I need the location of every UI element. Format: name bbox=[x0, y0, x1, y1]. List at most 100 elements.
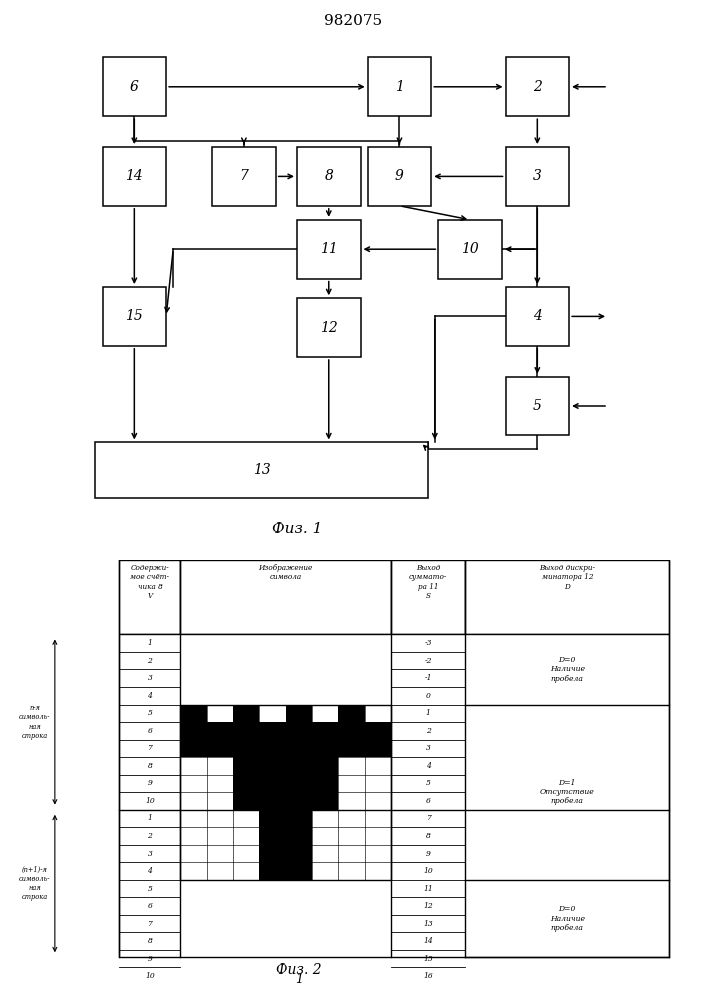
Text: 8: 8 bbox=[325, 169, 333, 183]
Bar bbox=[180, 740, 206, 757]
Bar bbox=[103, 287, 166, 346]
Bar bbox=[103, 147, 166, 206]
Text: 4: 4 bbox=[533, 309, 542, 323]
Text: 8: 8 bbox=[426, 832, 431, 840]
Bar bbox=[286, 757, 312, 775]
Text: 1: 1 bbox=[148, 814, 152, 822]
Bar bbox=[506, 287, 569, 346]
Text: 16: 16 bbox=[423, 972, 433, 980]
Bar bbox=[95, 442, 428, 498]
Text: 12: 12 bbox=[320, 321, 338, 335]
Text: (n+1)-я
символь-
ная
строка: (n+1)-я символь- ная строка bbox=[19, 866, 50, 901]
Bar bbox=[259, 810, 286, 827]
Text: 13: 13 bbox=[252, 463, 271, 477]
Bar bbox=[103, 57, 166, 116]
Text: 6: 6 bbox=[148, 902, 152, 910]
Bar bbox=[465, 560, 669, 634]
Bar bbox=[119, 634, 669, 957]
Text: 7: 7 bbox=[148, 744, 152, 752]
Text: Выход дискри-
минатора 12
D: Выход дискри- минатора 12 D bbox=[539, 564, 595, 591]
Bar bbox=[286, 705, 312, 722]
Bar bbox=[233, 775, 259, 792]
Bar bbox=[438, 220, 502, 279]
Bar bbox=[297, 298, 361, 357]
Text: 4: 4 bbox=[148, 692, 152, 700]
Bar bbox=[312, 757, 338, 775]
Text: Физ. 2: Физ. 2 bbox=[276, 963, 322, 977]
Text: 2: 2 bbox=[533, 80, 542, 94]
Text: 10: 10 bbox=[145, 797, 155, 805]
Bar bbox=[259, 862, 286, 880]
Bar bbox=[391, 560, 465, 634]
Text: Содержи-
мое счёт-
чика 8
V: Содержи- мое счёт- чика 8 V bbox=[130, 564, 170, 600]
Text: D=0
Наличие
пробела: D=0 Наличие пробела bbox=[550, 656, 585, 683]
Text: 5: 5 bbox=[148, 709, 152, 717]
Bar bbox=[312, 792, 338, 810]
Bar bbox=[286, 775, 312, 792]
Bar bbox=[259, 792, 286, 810]
Text: 10: 10 bbox=[423, 867, 433, 875]
Text: 3: 3 bbox=[148, 850, 152, 858]
Text: Физ. 1: Физ. 1 bbox=[271, 522, 322, 536]
Text: 6: 6 bbox=[130, 80, 139, 94]
Bar bbox=[506, 147, 569, 206]
Text: 6: 6 bbox=[148, 727, 152, 735]
Bar bbox=[365, 740, 391, 757]
Text: 3: 3 bbox=[533, 169, 542, 183]
Bar bbox=[338, 740, 365, 757]
Bar bbox=[365, 722, 391, 740]
Text: 11: 11 bbox=[320, 242, 338, 256]
Bar bbox=[212, 147, 276, 206]
Text: -3: -3 bbox=[424, 639, 432, 647]
Bar bbox=[119, 560, 180, 634]
Bar bbox=[259, 722, 286, 740]
Text: 0: 0 bbox=[426, 692, 431, 700]
Bar bbox=[312, 722, 338, 740]
Text: 11: 11 bbox=[423, 885, 433, 893]
Text: 10: 10 bbox=[145, 972, 155, 980]
Text: 9: 9 bbox=[148, 779, 152, 787]
Text: D=0
Наличие
пробела: D=0 Наличие пробела bbox=[550, 905, 585, 932]
Bar bbox=[233, 757, 259, 775]
Text: 6: 6 bbox=[426, 797, 431, 805]
Text: 2: 2 bbox=[148, 832, 152, 840]
Bar bbox=[233, 722, 259, 740]
Bar bbox=[180, 722, 206, 740]
Bar bbox=[180, 560, 391, 634]
Bar bbox=[506, 377, 569, 435]
Bar bbox=[180, 705, 206, 722]
Text: 1: 1 bbox=[426, 709, 431, 717]
Text: 14: 14 bbox=[125, 169, 144, 183]
Bar bbox=[180, 704, 391, 880]
Text: 982075: 982075 bbox=[325, 14, 382, 28]
Bar bbox=[286, 810, 312, 827]
Text: Выход
суммато-
ра 11
S: Выход суммато- ра 11 S bbox=[409, 564, 448, 600]
Bar bbox=[368, 147, 431, 206]
Text: 9: 9 bbox=[148, 955, 152, 963]
Bar bbox=[286, 722, 312, 740]
Bar bbox=[233, 705, 259, 722]
Text: 1: 1 bbox=[395, 80, 404, 94]
Text: 4: 4 bbox=[426, 762, 431, 770]
Bar bbox=[286, 862, 312, 880]
Bar bbox=[206, 722, 233, 740]
Text: 15: 15 bbox=[423, 955, 433, 963]
Bar bbox=[312, 740, 338, 757]
Text: 13: 13 bbox=[423, 920, 433, 928]
Text: 8: 8 bbox=[148, 762, 152, 770]
Bar bbox=[259, 845, 286, 862]
Bar bbox=[506, 57, 569, 116]
Text: 1: 1 bbox=[148, 639, 152, 647]
Bar bbox=[259, 775, 286, 792]
Text: 3: 3 bbox=[148, 674, 152, 682]
Text: 8: 8 bbox=[148, 937, 152, 945]
Text: 4: 4 bbox=[148, 867, 152, 875]
Bar bbox=[286, 740, 312, 757]
Text: 14: 14 bbox=[423, 937, 433, 945]
Bar bbox=[286, 827, 312, 845]
Text: 7: 7 bbox=[240, 169, 248, 183]
Text: D=1
Отсутствие
пробела: D=1 Отсутствие пробела bbox=[540, 779, 595, 805]
Text: -1: -1 bbox=[424, 674, 432, 682]
Text: 7: 7 bbox=[148, 920, 152, 928]
Text: 5: 5 bbox=[148, 885, 152, 893]
